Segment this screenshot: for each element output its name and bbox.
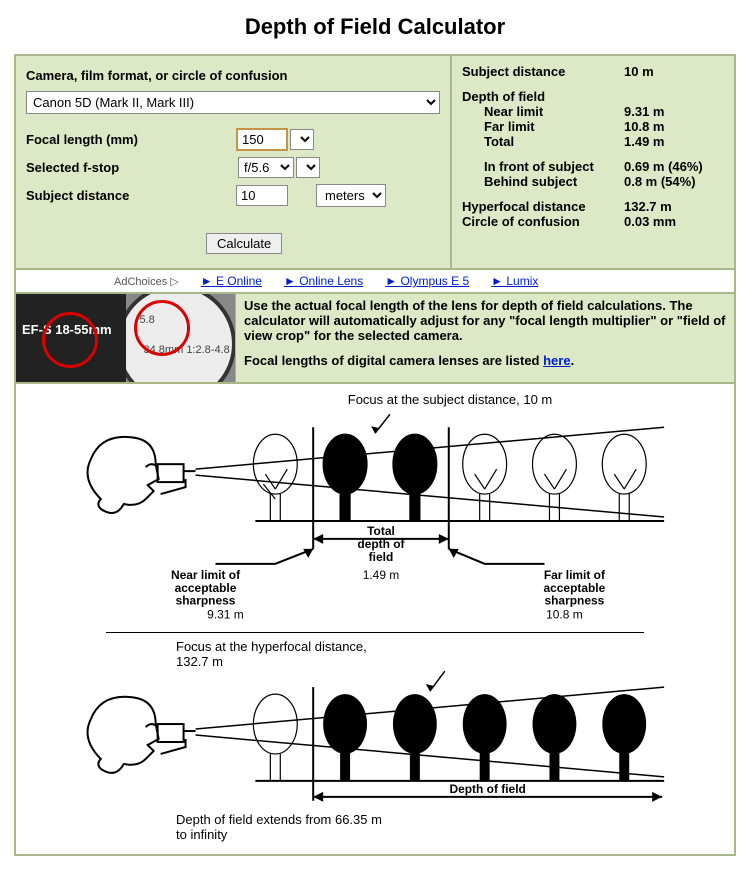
note-paragraph-1: Use the actual focal length of the lens … [244,298,726,343]
svg-text:Totaldepth offield: Totaldepth offield [357,524,404,564]
red-circle-icon [42,312,98,368]
result-front-label: In front of subject [462,159,624,174]
result-near-value: 9.31 m [624,104,664,119]
camera-label: Camera, film format, or circle of confus… [26,68,288,83]
lens-thumb-1: EF-S 18-55mm [16,294,126,382]
focal-length-dropdown[interactable] [290,129,314,150]
svg-text:9.31 m: 9.31 m [207,608,244,619]
lens-thumbnails: EF-S 18-55mm 5.8 34.8mm 1:2.8-4.8 [16,294,236,382]
page-title: Depth of Field Calculator [14,14,736,40]
focal-length-label: Focal length (mm) [26,132,236,147]
ad-link-3[interactable]: Olympus E 5 [385,274,469,288]
diagram2-extend-caption: Depth of field extends from 66.35 m to i… [176,812,396,842]
focal-lengths-link[interactable]: here [543,353,570,368]
diagram-panel: Focus at the subject distance, 10 m [16,384,734,854]
result-subject-distance-label: Subject distance [462,64,624,79]
distance-input[interactable] [236,185,288,206]
result-hyperfocal-value: 132.7 m [624,199,672,214]
adchoices-label: AdChoices ▷ [114,275,179,288]
camera-select[interactable]: Canon 5D (Mark II, Mark III) [26,91,440,114]
distance-label: Subject distance [26,188,236,203]
fstop-label: Selected f-stop [26,160,236,175]
calculator-container: Camera, film format, or circle of confus… [14,54,736,856]
svg-text:Near limit ofacceptablesharpne: Near limit ofacceptablesharpness [171,568,240,608]
result-total-label: Total [462,134,624,149]
result-total-value: 1.49 m [624,134,664,149]
result-front-value: 0.69 m (46%) [624,159,703,174]
diagram2-caption: Focus at the hyperfocal distance, 132.7 … [176,639,376,669]
result-coc-label: Circle of confusion [462,214,624,229]
ad-bar: AdChoices ▷ E Online Online Lens Olympus… [16,270,734,294]
note-paragraph-2: Focal lengths of digital camera lenses a… [244,353,726,368]
result-far-value: 10.8 m [624,119,664,134]
lens-thumb-2: 5.8 34.8mm 1:2.8-4.8 [126,294,236,382]
note-row: EF-S 18-55mm 5.8 34.8mm 1:2.8-4.8 Use th… [16,294,734,384]
diagram1-caption: Focus at the subject distance, 10 m [196,392,704,407]
ad-link-1[interactable]: E Online [201,274,262,288]
result-hyperfocal-label: Hyperfocal distance [462,199,624,214]
result-behind-label: Behind subject [462,174,624,189]
red-circle-icon [134,300,190,356]
input-panel: Camera, film format, or circle of confus… [16,56,452,268]
svg-text:10.8 m: 10.8 m [546,608,583,619]
svg-text:1.49 m: 1.49 m [363,568,400,582]
result-near-label: Near limit [462,104,624,119]
ad-link-4[interactable]: Lumix [491,274,538,288]
dof-diagram-1: Totaldepth offield 1.49 m Near limit ofa… [46,409,704,619]
calculate-button[interactable]: Calculate [206,233,282,254]
ad-link-2[interactable]: Online Lens [284,274,363,288]
note-text: Use the actual focal length of the lens … [236,294,734,382]
svg-text:Far limit ofacceptablesharpnes: Far limit ofacceptablesharpness [543,568,605,608]
svg-text:Depth of field: Depth of field [449,782,525,796]
result-coc-value: 0.03 mm [624,214,676,229]
result-far-label: Far limit [462,119,624,134]
result-behind-value: 0.8 m (54%) [624,174,696,189]
fstop-select[interactable]: f/5.6 [238,157,294,178]
result-dof-header: Depth of field [462,89,624,104]
results-panel: Subject distance 10 m Depth of field Nea… [452,56,734,268]
fstop-dropdown[interactable] [296,157,320,178]
result-subject-distance-value: 10 m [624,64,654,79]
dof-diagram-2: Depth of field [46,669,704,809]
focal-length-input[interactable] [236,128,288,151]
unit-select[interactable]: meters [316,184,386,207]
